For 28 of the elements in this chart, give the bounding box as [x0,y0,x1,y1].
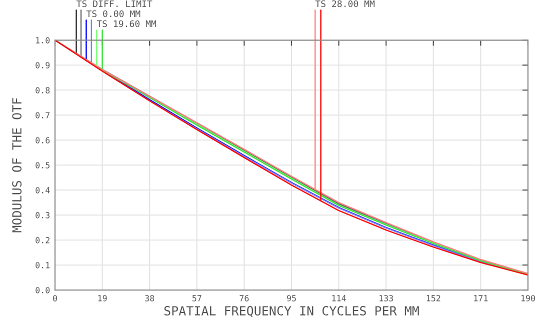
y-axis-title: MODULUS OF THE OTF [12,98,22,232]
text: TS 0.00 MM [86,10,140,18]
x-axis-title: SPATIAL FREQUENCY IN CYCLES PER MM [164,306,419,317]
x-tick-label: 133 [380,295,393,302]
y-tick-label: 0.1 [36,262,50,268]
x-tick-label: 190 [521,295,535,302]
y-tick-label: 0.6 [36,137,50,144]
y-tick-label: 0.4 [36,187,50,194]
y-tick-label: 0.5 [36,162,50,168]
text: TS 19.60 MM [96,20,156,28]
y-tick-label: 0.0 [36,287,50,294]
y-tick-label: 0.9 [36,62,50,68]
text: TS 28.00 MM [315,0,375,8]
y-tick-label: 0.7 [36,112,50,118]
y-tick-label: 0.2 [36,237,50,244]
x-tick-label: 0 [53,295,57,302]
x-tick-label: 38 [145,295,154,302]
y-tick-label: 1.0 [36,37,50,44]
text: TS DIFF. LIMIT [76,0,152,8]
y-tick-label: 0.3 [36,212,50,218]
x-tick-label: 19 [98,295,107,302]
y-tick-label: 0.8 [36,87,50,94]
x-tick-label: 114 [332,295,346,302]
x-tick-label: 57 [192,295,202,302]
x-tick-label: 171 [474,295,488,302]
x-tick-label: 152 [426,295,440,302]
x-tick-label: 76 [240,295,249,302]
x-tick-label: 95 [286,295,296,302]
